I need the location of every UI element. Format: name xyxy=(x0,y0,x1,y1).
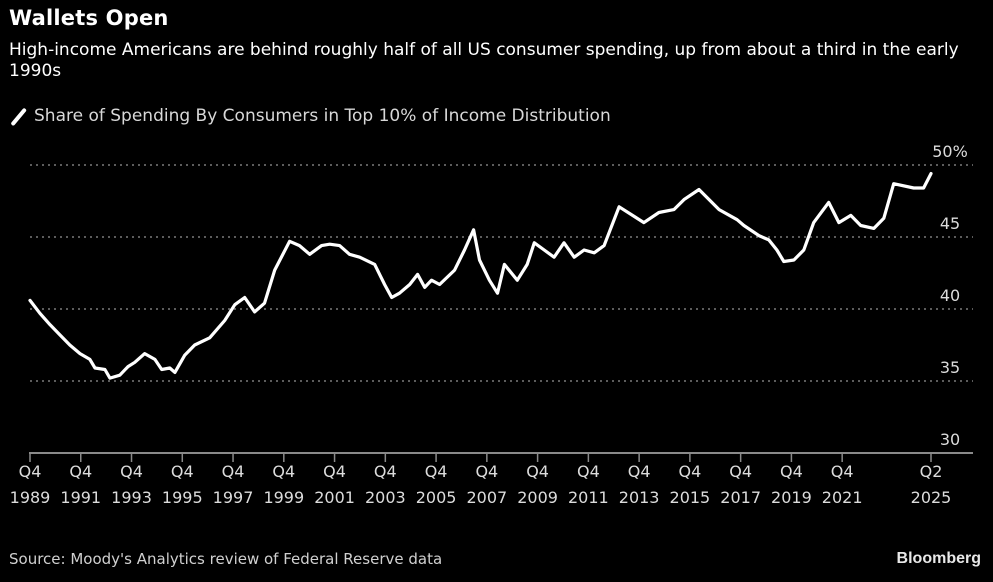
source-note: Source: Moody's Analytics review of Fede… xyxy=(9,550,443,568)
series-layer xyxy=(28,172,933,380)
x-tick-label-quarter: Q2 xyxy=(920,462,943,481)
x-tick-label-quarter: Q4 xyxy=(526,462,549,481)
x-tick-label-quarter: Q4 xyxy=(475,462,498,481)
y-tick-label: 30 xyxy=(940,430,960,449)
x-tick-label-year: 2013 xyxy=(619,488,660,507)
series-line xyxy=(28,172,933,380)
legend-label: Share of Spending By Consumers in Top 10… xyxy=(34,106,611,126)
y-axis: 50% 45 40 35 30 xyxy=(932,142,968,449)
x-tick-label-quarter: Q4 xyxy=(120,462,143,481)
y-tick-label: 35 xyxy=(940,358,960,377)
x-tick-label-year: 2025 xyxy=(911,488,952,507)
x-tick-label-year: 1991 xyxy=(60,488,101,507)
x-tick-label-quarter: Q4 xyxy=(69,462,92,481)
x-tick-label-year: 2003 xyxy=(365,488,406,507)
x-tick-label-year: 2005 xyxy=(416,488,457,507)
x-tick-label-year: 1993 xyxy=(111,488,152,507)
x-tick-label-quarter: Q4 xyxy=(374,462,397,481)
x-tick-label-year: 2011 xyxy=(568,488,609,507)
x-tick-label-quarter: Q4 xyxy=(171,462,194,481)
x-tick-label-quarter: Q4 xyxy=(19,462,42,481)
legend: Share of Spending By Consumers in Top 10… xyxy=(9,106,611,126)
x-tick-label-year: 2017 xyxy=(720,488,761,507)
x-tick-label-quarter: Q4 xyxy=(272,462,295,481)
x-tick-label-year: 2019 xyxy=(771,488,812,507)
x-tick-label-quarter: Q4 xyxy=(577,462,600,481)
x-tick-label-year: 1999 xyxy=(263,488,304,507)
x-tick-label-year: 1989 xyxy=(10,488,51,507)
x-tick-label-quarter: Q4 xyxy=(780,462,803,481)
x-tick-label-quarter: Q4 xyxy=(831,462,854,481)
x-tick-label-year: 2009 xyxy=(517,488,558,507)
x-tick-label-quarter: Q4 xyxy=(425,462,448,481)
x-tick-label-quarter: Q4 xyxy=(628,462,651,481)
y-tick-label: 40 xyxy=(940,286,960,305)
x-tick-label-year: 1997 xyxy=(213,488,254,507)
y-tick-label: 50% xyxy=(932,142,968,161)
x-tick-label-year: 1995 xyxy=(162,488,203,507)
gridlines xyxy=(30,164,973,382)
x-tick-label-quarter: Q4 xyxy=(222,462,245,481)
x-tick-label-year: 2001 xyxy=(314,488,355,507)
x-tick-label-year: 2007 xyxy=(466,488,507,507)
x-tick-label-year: 2015 xyxy=(670,488,711,507)
chart-title: Wallets Open xyxy=(9,6,169,30)
x-tick-label-quarter: Q4 xyxy=(678,462,701,481)
bloomberg-logo: Bloomberg xyxy=(896,550,981,567)
y-tick-label: 45 xyxy=(940,214,960,233)
x-tick-label-year: 2021 xyxy=(822,488,863,507)
chart-subtitle: High-income Americans are behind roughly… xyxy=(9,40,959,81)
x-axis: Q4 1989 Q4 1991 Q4 1993 Q4 1995 Q4 1997 Q4 1999 Q4 20… xyxy=(10,452,973,507)
x-tick-label-quarter: Q4 xyxy=(323,462,346,481)
x-tick-label-quarter: Q4 xyxy=(729,462,752,481)
